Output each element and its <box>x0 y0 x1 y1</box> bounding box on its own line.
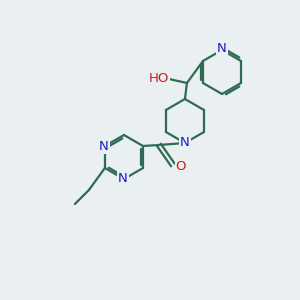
Text: O: O <box>176 160 186 173</box>
Text: HO: HO <box>149 71 169 85</box>
Text: N: N <box>99 140 109 152</box>
Text: N: N <box>180 136 190 149</box>
Text: N: N <box>118 172 128 185</box>
Text: N: N <box>217 43 227 56</box>
